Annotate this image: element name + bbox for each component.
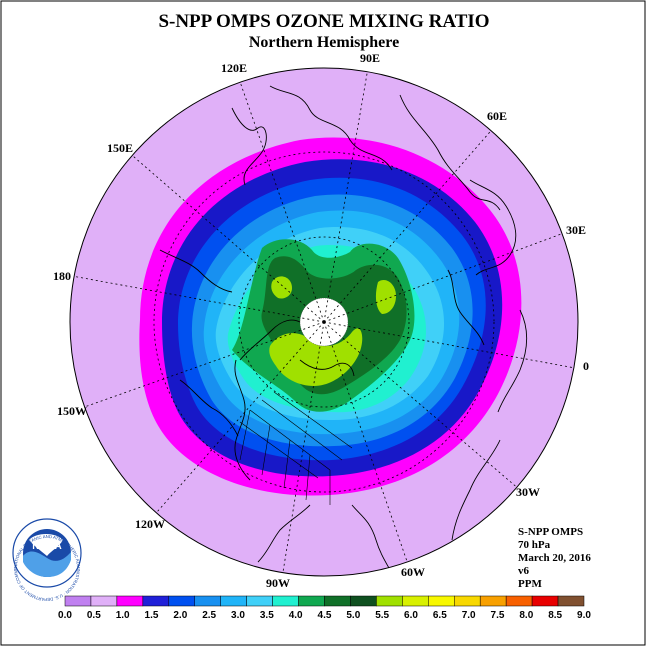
- info-block: S-NPP OMPS 70 hPa March 20, 2016 v6 PPM: [518, 526, 591, 590]
- band-yellow-green-lobe-east: [375, 279, 396, 314]
- map-subtitle: Northern Hemisphere: [249, 34, 399, 51]
- graticule: [71, 68, 576, 576]
- lon-label-120w: 120W: [135, 517, 165, 531]
- lon-label-150e: 150E: [107, 141, 133, 155]
- colorbar-tick-label: 2.0: [173, 610, 187, 621]
- colorbar-swatch: [90, 595, 118, 607]
- colorbar-swatch: [64, 595, 92, 607]
- lon-label-30w: 30W: [516, 485, 540, 499]
- map-title: S-NPP OMPS OZONE MIXING RATIO: [158, 11, 489, 32]
- noaa-logo-ring-text: NATIONAL OCEANIC AND ATMOSPHERIC ADMINIS…: [0, 0, 81, 602]
- colorbar-swatch: [428, 595, 455, 607]
- colorbar-swatch: [220, 595, 247, 607]
- colorbar: 0.0 0.5 1.0 1.5 2.0 2.5 3.0 3.5 4.0 4.5 5.0 5.5 6.0 6…: [58, 595, 591, 621]
- colorbar-tick-label: 7.5: [491, 610, 505, 621]
- colorbar-swatch: [116, 595, 144, 607]
- colorbar-swatch: [505, 595, 533, 607]
- us-state-grid: [239, 391, 353, 505]
- colorbar-tick-label: 5.0: [346, 610, 360, 621]
- noaa-logo: NOAA NATIONAL OCEANIC AND ATMOSPHERIC AD…: [0, 0, 82, 602]
- map-disk-border: [69, 67, 579, 577]
- colorbar-swatch: [298, 595, 325, 607]
- colorbar-swatch: [246, 595, 273, 607]
- lon-label-60e: 60E: [487, 109, 507, 123]
- colorbar-swatch: [194, 595, 221, 607]
- colorbar-tick-label: 1.5: [145, 610, 159, 621]
- info-date: March 20, 2016: [518, 552, 591, 564]
- lon-label-30e: 30E: [566, 223, 586, 237]
- lon-label-60w: 60W: [401, 565, 425, 579]
- colorbar-tick-label: 8.5: [548, 610, 562, 621]
- info-level: 70 hPa: [518, 539, 551, 551]
- colorbar-tick-label: 0.0: [58, 610, 72, 621]
- polar-map: [70, 68, 578, 576]
- lon-label-120e: 120E: [221, 61, 247, 75]
- colorbar-tick-label: 4.0: [289, 610, 303, 621]
- colorbar-swatch: [376, 595, 403, 607]
- info-units: PPM: [518, 578, 542, 590]
- colorbar-tick-label: 6.5: [433, 610, 447, 621]
- colorbar-tick-label: 3.5: [260, 610, 274, 621]
- lon-label-0: 0: [583, 359, 589, 373]
- colorbar-tick-label: 5.5: [375, 610, 389, 621]
- colorbar-swatch: [402, 595, 429, 607]
- colorbar-tick-label: 2.5: [202, 610, 216, 621]
- lon-label-150w: 150W: [57, 404, 87, 418]
- colorbar-swatch: [272, 595, 299, 607]
- info-instrument: S-NPP OMPS: [518, 526, 583, 538]
- colorbar-swatch: [168, 595, 196, 607]
- colorbar-swatch: [557, 595, 585, 607]
- colorbar-swatch: [531, 595, 559, 607]
- lon-label-90w: 90W: [266, 576, 290, 590]
- band-yellow-green-lobe-west: [271, 276, 292, 299]
- colorbar-swatch: [142, 595, 170, 607]
- colorbar-tick-label: 1.0: [116, 610, 130, 621]
- colorbar-swatch: [324, 595, 351, 607]
- colorbar-tick-label: 7.0: [462, 610, 476, 621]
- info-version: v6: [518, 565, 530, 577]
- colorbar-tick-label: 8.0: [519, 610, 533, 621]
- colorbar-swatch: [350, 595, 377, 607]
- longitude-labels: 90E 60E 30E 0 30W 60W 90W 120W 150W 180 …: [53, 51, 589, 590]
- colorbar-tick-label: 9.0: [577, 610, 591, 621]
- colorbar-tick-label: 4.5: [318, 610, 332, 621]
- colorbar-tick-label: 3.0: [231, 610, 245, 621]
- noaa-logo-text: NOAA: [32, 541, 61, 552]
- colorbar-swatch: [454, 595, 481, 607]
- lon-label-180: 180: [53, 269, 71, 283]
- lon-label-90e: 90E: [360, 51, 380, 65]
- colorbar-tick-label: 0.5: [87, 610, 101, 621]
- noaa-logo-ring-textpath: NATIONAL OCEANIC AND ATMOSPHERIC ADMINIS…: [0, 0, 81, 602]
- colorbar-swatch: [479, 595, 507, 607]
- colorbar-tick-label: 6.0: [404, 610, 418, 621]
- band-yellow-green: [269, 328, 363, 386]
